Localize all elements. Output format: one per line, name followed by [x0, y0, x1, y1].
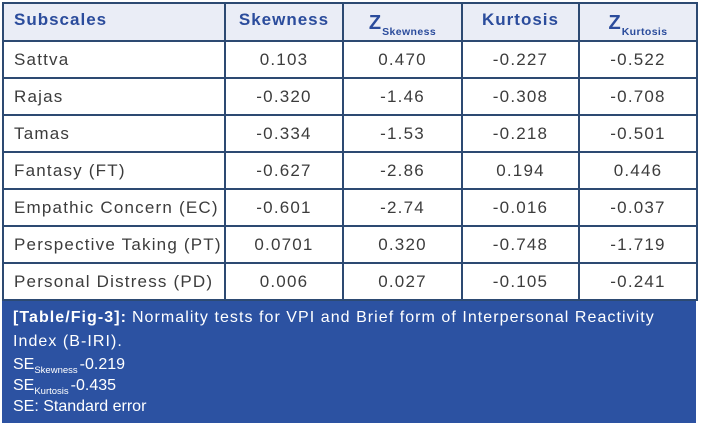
value-cell: -2.86 — [342, 151, 463, 190]
table-row: Perspective Taking (PT) 0.0701 0.320 -0.748… — [2, 225, 698, 264]
column-header-label: Kurtosis — [482, 10, 559, 29]
table-caption: [Table/Fig-3]: Normality tests for VPI an… — [13, 306, 675, 354]
value-cell: -0.241 — [578, 262, 698, 301]
value-cell: 0.470 — [342, 40, 463, 79]
caption-label: [Table/Fig-3]: — [13, 309, 127, 326]
footnote-value: -0.435 — [70, 377, 117, 394]
column-header-label: Subscales — [14, 10, 108, 29]
value-cell: -0.708 — [578, 77, 698, 116]
value-cell: -0.105 — [461, 262, 580, 301]
value-cell: -0.522 — [578, 40, 698, 79]
footnote-value: -0.219 — [79, 356, 126, 373]
table-row: Fantasy (FT) -0.627 -2.86 0.194 0.446 — [2, 151, 698, 190]
value-cell: 0.103 — [224, 40, 344, 79]
value-cell: -0.037 — [578, 188, 698, 227]
column-header-z-skewness: ZSkewness — [342, 2, 463, 42]
column-header-label: Skewness — [238, 10, 330, 29]
footnote-se-definition: SE: Standard error — [13, 398, 147, 415]
table-figure: Subscales Skewness ZSkewness Kurtosis ZK… — [2, 2, 698, 423]
subscale-cell: Personal Distress (PD) — [2, 262, 226, 301]
subscale-cell: Rajas — [2, 77, 226, 116]
column-header-subscript: Skewness — [382, 25, 437, 38]
value-cell: -0.748 — [461, 225, 580, 264]
value-cell: -2.74 — [342, 188, 463, 227]
value-cell: -0.334 — [224, 114, 344, 153]
value-cell: -1.46 — [342, 77, 463, 116]
value-cell: -0.601 — [224, 188, 344, 227]
column-header-label: Z — [368, 11, 383, 34]
column-header-z-kurtosis: ZKurtosis — [578, 2, 698, 42]
table-row: Rajas -0.320 -1.46 -0.308 -0.708 — [2, 77, 698, 116]
table-row: Tamas -0.334 -1.53 -0.218 -0.501 — [2, 114, 698, 153]
value-cell: -0.308 — [461, 77, 580, 116]
value-cell: 0.194 — [461, 151, 580, 190]
value-cell: -0.227 — [461, 40, 580, 79]
column-header-kurtosis: Kurtosis — [461, 2, 580, 42]
subscale-cell: Sattva — [2, 40, 226, 79]
value-cell: 0.0701 — [224, 225, 344, 264]
footnote-prefix: SE — [13, 356, 35, 373]
column-header-skewness: Skewness — [224, 2, 344, 42]
table-row: Personal Distress (PD) 0.006 0.027 -0.105 -0… — [2, 262, 698, 301]
table-row: Sattva 0.103 0.470 -0.227 -0.522 — [2, 40, 698, 79]
value-cell: -0.501 — [578, 114, 698, 153]
normality-table: Subscales Skewness ZSkewness Kurtosis ZK… — [2, 2, 698, 301]
footnote-se-skewness: SESkewness -0.219 — [13, 354, 684, 375]
column-header-subscript: Kurtosis — [621, 25, 668, 38]
footnote-se-kurtosis: SEKurtosis -0.435 — [13, 375, 684, 396]
column-header-label: Z — [608, 11, 622, 34]
value-cell: -0.627 — [224, 151, 344, 190]
subscale-cell: Empathic Concern (EC) — [2, 188, 226, 227]
table-row: Empathic Concern (EC) -0.601 -2.74 -0.016 -0… — [2, 188, 698, 227]
value-cell: -1.53 — [342, 114, 463, 153]
footnote-subscript: Kurtosis — [34, 386, 69, 397]
footnote-subscript: Skewness — [34, 365, 78, 376]
value-cell: -0.016 — [461, 188, 580, 227]
value-cell: -1.719 — [578, 225, 698, 264]
value-cell: -0.320 — [224, 77, 344, 116]
subscale-cell: Perspective Taking (PT) — [2, 225, 226, 264]
header-row: Subscales Skewness ZSkewness Kurtosis ZK… — [2, 2, 698, 42]
footnote-prefix: SE — [13, 377, 35, 394]
value-cell: -0.218 — [461, 114, 580, 153]
column-header-subscales: Subscales — [2, 2, 226, 42]
value-cell: 0.446 — [578, 151, 698, 190]
value-cell: 0.006 — [224, 262, 344, 301]
subscale-cell: Tamas — [2, 114, 226, 153]
table-body: Sattva 0.103 0.470 -0.227 -0.522 Rajas -0.320-… — [2, 40, 698, 301]
table-header: Subscales Skewness ZSkewness Kurtosis ZK… — [2, 2, 698, 42]
caption-text: Normality tests for VPI and Brief form o… — [13, 309, 655, 350]
value-cell: 0.027 — [342, 262, 463, 301]
value-cell: 0.320 — [342, 225, 463, 264]
subscale-cell: Fantasy (FT) — [2, 151, 226, 190]
caption-band: [Table/Fig-3]: Normality tests for VPI an… — [2, 301, 696, 423]
